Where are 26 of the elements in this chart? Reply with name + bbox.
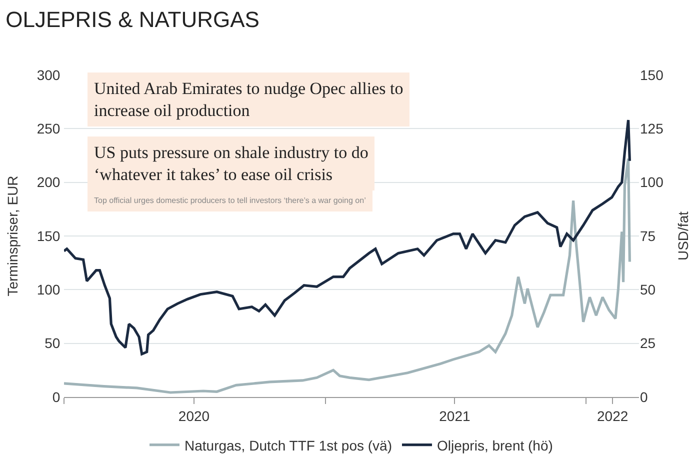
y2-tick-label: 50 bbox=[640, 282, 656, 298]
x-tick-label: 2021 bbox=[439, 408, 470, 424]
legend-label: Oljepris, brent (hö) bbox=[436, 437, 553, 454]
y2-tick-label: 25 bbox=[640, 335, 656, 352]
y-tick-label: 200 bbox=[36, 174, 60, 190]
y2-tick-label: 75 bbox=[640, 228, 656, 244]
annotation: US puts pressure on shale industry to do ‘whatever it takes’ to ease oil crisis bbox=[94, 143, 368, 184]
y-tick-label: 0 bbox=[52, 388, 60, 405]
y2-tick-label: 150 bbox=[640, 66, 664, 83]
line-series bbox=[64, 118, 632, 356]
y2-tick-label: 0 bbox=[640, 388, 648, 405]
y2-tick-label: 125 bbox=[640, 120, 664, 137]
y2-tick-label: 100 bbox=[640, 174, 664, 190]
x-tick-label: 2020 bbox=[178, 408, 210, 424]
y2-axis-title: USD/fat bbox=[674, 211, 691, 261]
legend-label: Naturgas, Dutch TTF 1st pos (vä) bbox=[184, 437, 392, 454]
chart-title: OLJEPRIS & NATURGAS bbox=[6, 7, 260, 32]
y-tick-label: 50 bbox=[44, 335, 60, 352]
y-axis-title: Terminspriser, EUR bbox=[4, 176, 20, 296]
x-tick-label: 2022 bbox=[596, 408, 628, 424]
annotation: Top official urges domestic producers to tell investors ‘there’s a war going on’ bbox=[94, 196, 366, 205]
y-tick-label: 250 bbox=[36, 120, 60, 137]
y-tick-label: 150 bbox=[36, 228, 60, 244]
y-tick-label: 300 bbox=[36, 66, 60, 83]
y-tick-label: 100 bbox=[36, 282, 60, 298]
annotation: United Arab Emirates to nudge Opec allies to increase oil production bbox=[94, 79, 404, 120]
